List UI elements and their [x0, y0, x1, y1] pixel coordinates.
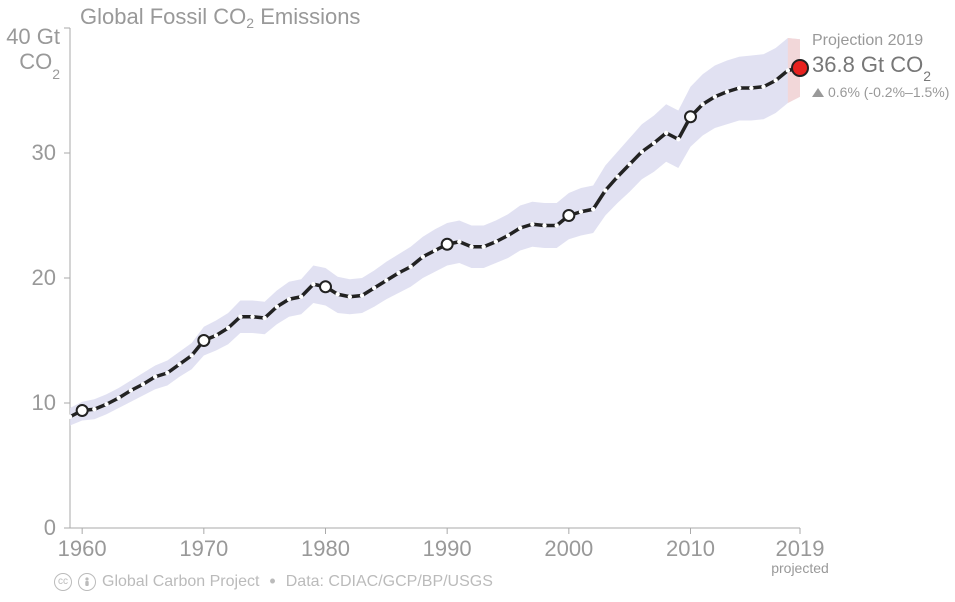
- chart-footer: cc Global Carbon Project • Data: CDIAC/G…: [54, 571, 493, 592]
- triangle-up-icon: [812, 88, 824, 97]
- projection-delta-text: 0.6% (-0.2%–1.5%): [828, 84, 949, 100]
- by-icon: [78, 573, 96, 591]
- y-tick-label: 10: [0, 390, 56, 416]
- footer-data: Data: CDIAC/GCP/BP/USGS: [286, 573, 493, 591]
- footer-separator-icon: •: [265, 571, 279, 592]
- x-tick-label: 1970: [174, 536, 234, 562]
- x-tick-label: 1990: [417, 536, 477, 562]
- x-tick-label: 2010: [661, 536, 721, 562]
- y-tick-label: 20: [0, 265, 56, 291]
- x-tick-label: 2019: [770, 536, 830, 562]
- x-tick-label: 1980: [296, 536, 356, 562]
- projection-value: 36.8 Gt CO2: [812, 52, 952, 80]
- projection-label: Projection 2019: [812, 32, 952, 50]
- x-tick-label: 2000: [539, 536, 599, 562]
- projection-annotation: Projection 2019 36.8 Gt CO2 0.6% (-0.2%–…: [812, 32, 952, 100]
- x-tick-label: 1960: [52, 536, 112, 562]
- projection-delta: 0.6% (-0.2%–1.5%): [812, 84, 952, 100]
- cc-icon: cc: [54, 573, 72, 591]
- y-tick-label: 0: [0, 515, 56, 541]
- y-tick-label: 30: [0, 140, 56, 166]
- footer-source: Global Carbon Project: [102, 573, 259, 591]
- x-tick-sublabel: projected: [760, 560, 840, 576]
- chart-container: Global Fossil CO2 Emissions 40 GtCO2 Pro…: [0, 0, 955, 602]
